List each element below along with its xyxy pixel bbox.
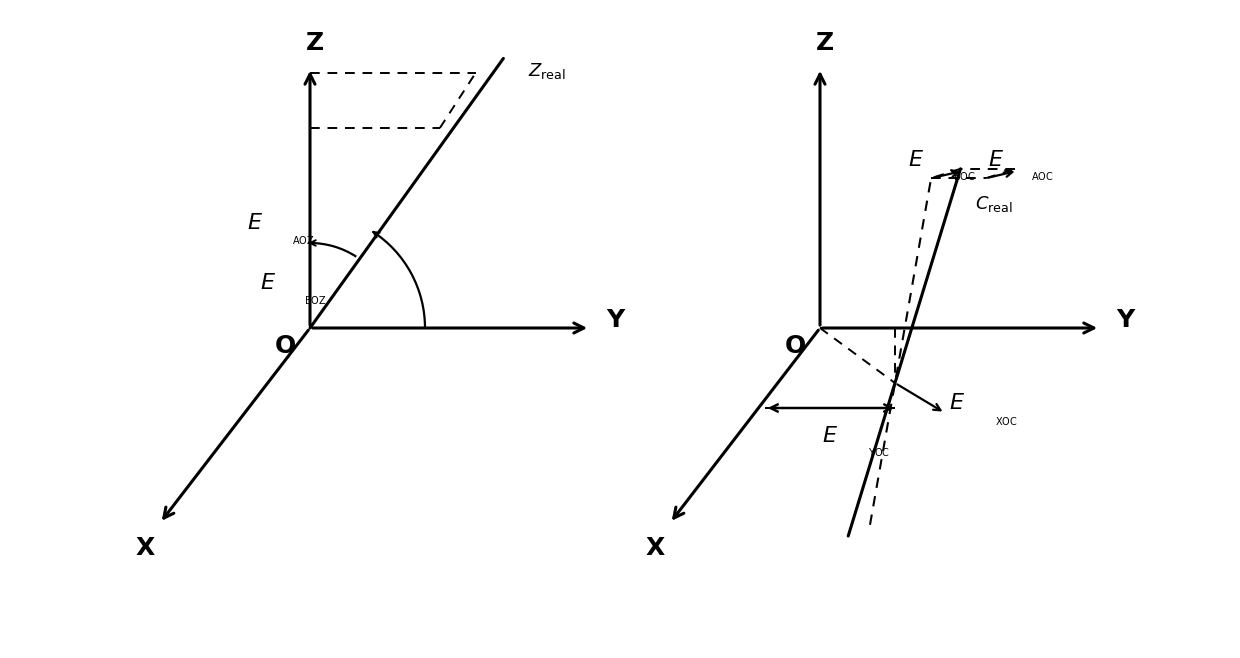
Text: Y: Y — [1116, 308, 1135, 332]
Text: Z: Z — [306, 31, 324, 55]
Text: X: X — [135, 536, 155, 560]
Text: Y: Y — [606, 308, 624, 332]
Text: $E$: $E$ — [247, 213, 263, 233]
Text: X: X — [645, 536, 665, 560]
Text: $_{\rm XOC}$: $_{\rm XOC}$ — [994, 414, 1018, 428]
Text: $E$: $E$ — [949, 393, 965, 413]
Text: $_{\rm AOZ}$: $_{\rm AOZ}$ — [291, 233, 315, 247]
Text: $Z_{\rm real}$: $Z_{\rm real}$ — [528, 61, 567, 82]
Text: O: O — [274, 334, 295, 358]
Text: $_{\rm BOZ}$: $_{\rm BOZ}$ — [304, 293, 326, 307]
Text: Z: Z — [816, 31, 835, 55]
Text: $C_{\rm real}$: $C_{\rm real}$ — [976, 194, 1013, 214]
Text: $_{\rm AOC}$: $_{\rm AOC}$ — [1032, 169, 1054, 183]
Text: $E$: $E$ — [260, 273, 277, 293]
Text: $E$: $E$ — [908, 150, 924, 170]
Text: $E$: $E$ — [988, 150, 1004, 170]
Text: O: O — [785, 334, 806, 358]
Text: $_{\rm YOC}$: $_{\rm YOC}$ — [868, 445, 890, 459]
Text: $_{\rm BOC}$: $_{\rm BOC}$ — [954, 169, 976, 183]
Text: $E$: $E$ — [822, 426, 838, 446]
